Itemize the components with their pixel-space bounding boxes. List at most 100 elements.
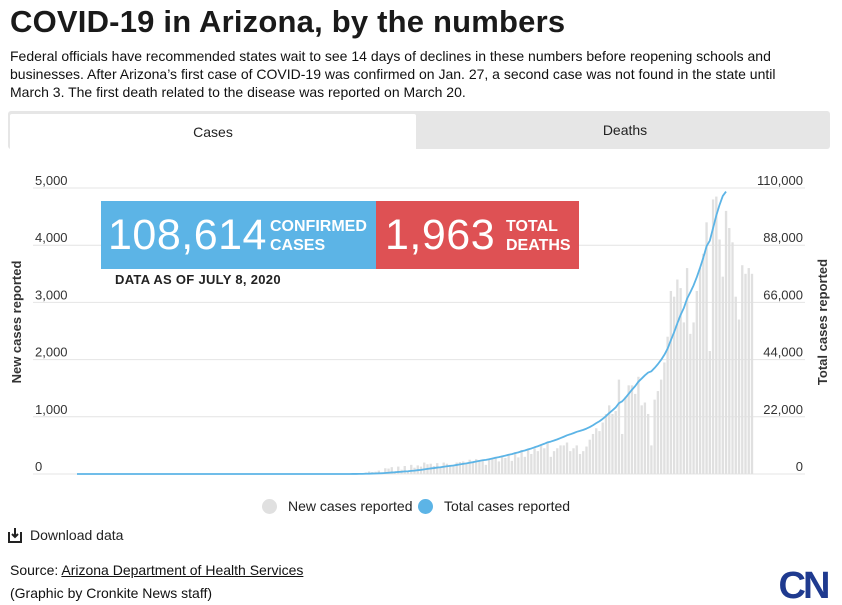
right-axis-tick-label: 44,000 — [763, 345, 803, 360]
new-cases-bar — [436, 463, 439, 474]
right-axis-tick-label: 0 — [796, 459, 803, 474]
right-axis-tick-label: 66,000 — [763, 287, 803, 302]
new-cases-bar — [734, 296, 737, 474]
new-cases-bar — [750, 273, 754, 474]
new-cases-bar — [617, 379, 621, 474]
tab-cases[interactable]: Cases — [10, 114, 416, 150]
total-deaths-box: 1,963 TOTAL DEATHS — [376, 201, 579, 269]
new-cases-bar — [595, 428, 598, 474]
new-cases-bar — [737, 319, 741, 474]
new-cases-bar — [543, 448, 546, 474]
new-cases-bar — [611, 413, 614, 474]
tab-bar: Cases Deaths — [8, 111, 830, 150]
new-cases-bar — [608, 405, 611, 474]
new-cases-bar — [481, 460, 484, 474]
new-cases-bar — [367, 471, 371, 474]
new-cases-bar — [614, 411, 617, 474]
new-cases-bar — [565, 442, 569, 474]
new-cases-bar — [452, 465, 455, 474]
new-cases-bar — [689, 333, 692, 474]
new-cases-bar — [432, 465, 436, 474]
new-cases-bar — [478, 460, 481, 474]
data-as-of: DATA AS OF JULY 8, 2020 — [115, 272, 281, 287]
new-cases-bar — [708, 351, 711, 474]
legend-gray-dot-icon — [262, 499, 277, 514]
new-cases-bar — [575, 445, 578, 474]
new-cases-bar — [744, 273, 747, 474]
new-cases-bar — [659, 379, 663, 474]
right-axis-tick-label: 22,000 — [763, 402, 803, 417]
cronkite-news-logo: CN — [779, 566, 831, 602]
new-cases-bar — [721, 276, 724, 474]
new-cases-bar — [533, 448, 536, 474]
new-cases-bar — [556, 448, 559, 474]
confirmed-cases-label-line1: CONFIRMED — [270, 218, 367, 235]
new-cases-bar — [666, 336, 669, 474]
new-cases-bar — [601, 422, 604, 474]
new-cases-bar — [507, 453, 510, 474]
new-cases-bar — [569, 451, 572, 474]
new-cases-bar — [449, 464, 452, 474]
new-cases-bar — [702, 253, 705, 474]
new-cases-bar — [640, 405, 643, 474]
new-cases-bar — [634, 393, 637, 474]
cases-chart: 0 1,000 2,000 3,000 4,000 5,000 0 22,000 44,000 6… — [9, 173, 830, 475]
new-cases-bar — [423, 462, 426, 474]
new-cases-bar — [397, 466, 400, 474]
new-cases-bar — [526, 449, 530, 474]
legend-blue-dot-icon — [418, 499, 433, 514]
new-cases-bar — [679, 288, 682, 474]
new-cases-bar — [656, 391, 660, 474]
new-cases-bar — [403, 465, 406, 474]
new-cases-bar — [523, 456, 527, 474]
new-cases-bar — [591, 433, 595, 474]
confirmed-cases-label-line2: CASES — [270, 237, 326, 254]
new-cases-bar — [663, 362, 666, 474]
new-cases-bar — [653, 399, 656, 474]
total-deaths-label-line1: TOTAL — [506, 218, 558, 235]
download-data-button[interactable]: Download data — [8, 527, 123, 543]
download-icon — [8, 528, 22, 543]
new-cases-bar — [669, 290, 673, 474]
new-cases-bar — [445, 463, 449, 474]
new-cases-bar — [484, 464, 488, 474]
new-cases-bar — [546, 442, 549, 474]
new-cases-bar — [536, 451, 539, 474]
new-cases-bar — [474, 459, 478, 474]
new-cases-bar — [387, 468, 390, 474]
new-cases-bar — [458, 461, 462, 474]
new-cases-bar — [465, 463, 468, 474]
left-axis-title: New cases reported — [9, 261, 24, 384]
page-subtitle: Federal officials have recommended state… — [10, 48, 776, 100]
new-cases-bar — [643, 402, 647, 474]
new-cases-bar — [731, 242, 734, 474]
new-cases-bar — [468, 459, 471, 474]
new-cases-bar — [439, 467, 442, 474]
new-cases-bar — [672, 296, 676, 474]
new-cases-bar — [604, 413, 608, 474]
tab-deaths[interactable]: Deaths — [602, 122, 648, 138]
source-prefix: Source: — [10, 562, 62, 578]
graphic-credit: (Graphic by Cronkite News staff) — [10, 585, 213, 601]
page-title: COVID-19 in Arizona, by the numbers — [10, 4, 566, 39]
new-cases-bar — [718, 239, 721, 474]
new-cases-bar — [455, 462, 458, 474]
new-cases-bar — [442, 462, 445, 474]
new-cases-bar — [747, 268, 750, 474]
new-cases-bar — [549, 456, 552, 474]
right-axis-title: Total cases reported — [815, 259, 830, 385]
new-cases-bar — [491, 458, 494, 474]
legend-total-cases-label: Total cases reported — [444, 498, 571, 514]
source-line: Source: Arizona Department of Health Ser… — [10, 562, 303, 578]
left-axis-tick-label: 0 — [35, 459, 42, 474]
new-cases-bar — [578, 453, 582, 474]
left-axis-tick-label: 3,000 — [35, 287, 68, 302]
total-deaths-label-line2: DEATHS — [506, 237, 571, 254]
new-cases-bar — [377, 470, 380, 474]
new-cases-bar — [384, 468, 387, 474]
source-link[interactable]: Arizona Department of Health Services — [61, 562, 304, 578]
new-cases-bar — [487, 459, 491, 474]
new-cases-bar — [598, 431, 601, 474]
new-cases-bar — [588, 439, 591, 474]
new-cases-bar — [646, 413, 650, 474]
